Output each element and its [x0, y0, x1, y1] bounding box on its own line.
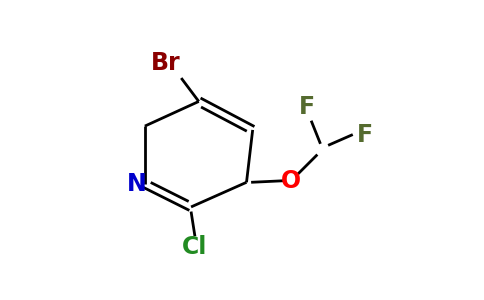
- Text: Cl: Cl: [182, 235, 208, 259]
- Text: F: F: [357, 123, 373, 147]
- Text: Br: Br: [151, 51, 181, 75]
- Text: O: O: [281, 169, 301, 193]
- Text: N: N: [127, 172, 147, 196]
- Text: F: F: [299, 95, 315, 119]
